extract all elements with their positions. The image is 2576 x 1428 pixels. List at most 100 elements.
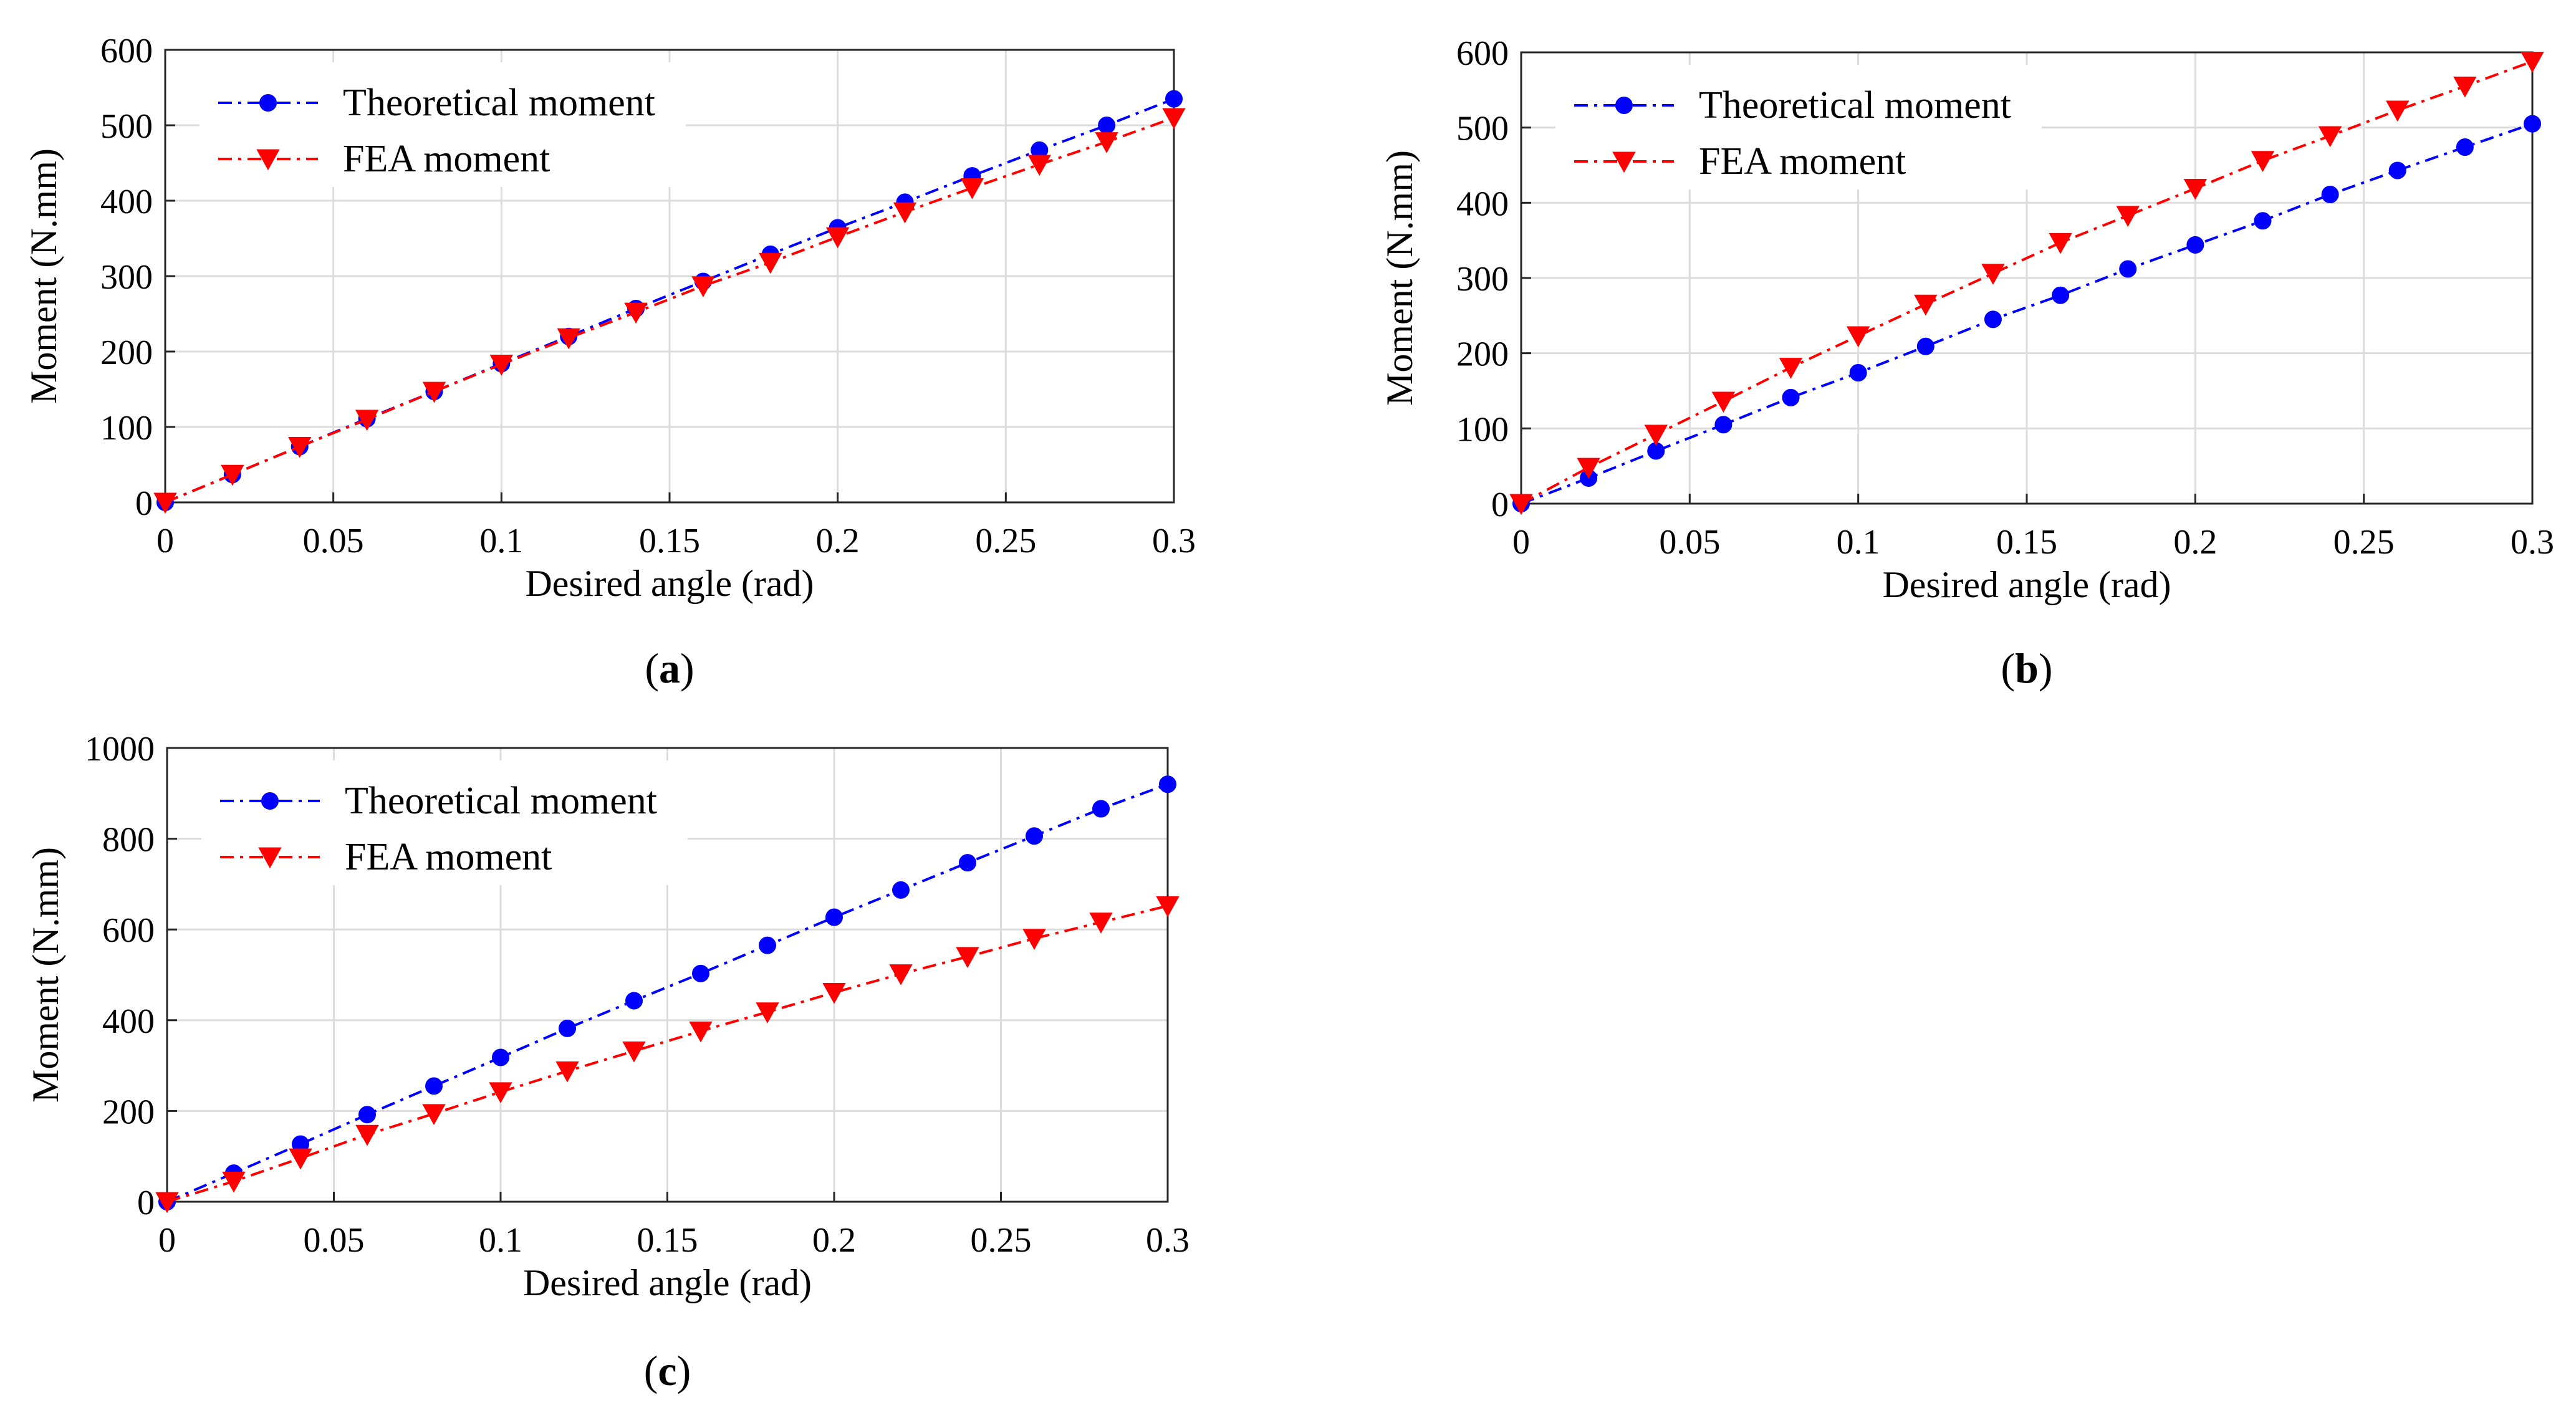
data-point	[2049, 232, 2072, 254]
data-point	[1026, 827, 1043, 845]
series-line	[166, 904, 1168, 1203]
x-tick-label: 0.15	[1996, 523, 2057, 562]
axes-box	[166, 747, 1169, 1203]
data-point	[153, 492, 177, 514]
chart-panel-b: 0 0.05 0.1 0.15 0.2 0.25 0.3 0 100 200 300 400 500 60…	[1379, 34, 2554, 692]
y-tick-label: 0	[137, 1184, 155, 1222]
data-point	[2388, 161, 2406, 180]
x-tick-label: 0.25	[971, 1221, 1032, 1260]
x-axis-label: Desired angle (rad)	[523, 1262, 812, 1303]
chart-panel-c: 0 0.05 0.1 0.15 0.2 0.25 0.3 0 200 400 600 800 1000 D…	[25, 730, 1189, 1394]
series-line	[166, 783, 1168, 1203]
data-point	[1162, 108, 1186, 130]
y-tick-label: 600	[102, 911, 155, 950]
data-point	[155, 1192, 179, 1214]
panel-caption: (a)	[645, 645, 694, 692]
data-point	[1098, 117, 1116, 134]
data-point	[2318, 126, 2342, 148]
data-point	[2052, 286, 2070, 304]
y-tick-label: 200	[1456, 335, 1509, 374]
y-tick-label: 600	[100, 32, 153, 70]
series-fea	[1509, 52, 2544, 515]
data-point	[555, 1061, 579, 1083]
x-tick-label: 0.2	[812, 1221, 856, 1260]
data-point	[1165, 90, 1183, 108]
data-point	[1095, 132, 1118, 153]
data-point	[489, 1082, 512, 1104]
panel-caption: (c)	[644, 1347, 691, 1394]
data-point	[2521, 52, 2544, 73]
data-point	[2183, 178, 2208, 200]
data-point	[1159, 775, 1176, 793]
legend-box	[1555, 65, 2042, 189]
x-tick-label: 0.15	[639, 522, 700, 560]
data-point	[2321, 186, 2339, 204]
data-point	[1711, 391, 1736, 413]
y-tick-label: 400	[1456, 184, 1509, 223]
x-tick-label: 0.25	[2333, 523, 2395, 562]
data-point	[622, 1041, 646, 1063]
data-point	[355, 1124, 379, 1146]
data-point	[822, 982, 846, 1004]
data-point	[1156, 896, 1180, 918]
data-point	[689, 1021, 713, 1043]
y-tick-label: 600	[1456, 34, 1509, 73]
chart-panel-a: 0 0.05 0.1 0.15 0.2 0.25 0.3 0 100 200 300 400 500 60…	[23, 32, 1196, 692]
data-point	[893, 202, 917, 224]
y-axis-label: Moment (N.mm)	[25, 847, 66, 1103]
legend-label: Theoretical moment	[1699, 84, 2011, 127]
legend-label: FEA moment	[343, 138, 550, 180]
x-tick-label: 0	[1512, 523, 1530, 562]
data-point	[1981, 264, 2005, 285]
data-point	[956, 947, 979, 969]
legend-box	[201, 760, 688, 885]
data-point	[1846, 326, 1870, 348]
legend-marker	[1612, 151, 1636, 173]
data-point	[756, 1002, 779, 1023]
data-point	[2251, 151, 2275, 172]
x-axis-label: Desired angle (rad)	[525, 563, 814, 604]
data-point	[2453, 76, 2477, 98]
data-point	[2524, 115, 2541, 133]
data-point	[288, 437, 312, 458]
data-point	[1577, 458, 1600, 479]
x-tick-label: 0.3	[1152, 522, 1196, 560]
y-tick-label: 800	[102, 821, 155, 860]
data-point	[759, 936, 776, 954]
x-axis-label: Desired angle (rad)	[1882, 564, 2171, 605]
y-tick-label: 200	[102, 1093, 155, 1131]
x-tick-label: 0.1	[479, 1221, 522, 1260]
data-point	[289, 1148, 312, 1170]
axes-box	[1520, 51, 2534, 505]
data-point	[422, 1104, 446, 1125]
y-tick-label: 500	[100, 107, 153, 146]
data-point	[422, 381, 446, 403]
data-point	[559, 1019, 576, 1037]
x-tick-label: 0	[158, 1221, 176, 1260]
x-tick-label: 0.1	[1837, 523, 1880, 562]
data-point	[2456, 138, 2474, 156]
y-tick-label: 0	[135, 484, 153, 523]
y-axis-label: Moment (N.mm)	[23, 148, 64, 404]
data-point	[425, 1077, 443, 1095]
data-point	[1714, 416, 1733, 434]
data-point	[1509, 494, 1533, 515]
data-point	[355, 410, 379, 431]
legend-marker	[261, 792, 279, 810]
legend: Theoretical moment FEA moment	[199, 62, 686, 187]
series-line	[1521, 60, 2533, 505]
x-tick-label: 0.25	[975, 522, 1036, 560]
y-tick-label: 100	[1456, 410, 1509, 449]
legend: Theoretical moment FEA moment	[1555, 65, 2042, 189]
data-point	[489, 355, 514, 376]
x-tick-label: 0	[156, 522, 174, 560]
legend-marker	[1615, 97, 1633, 114]
series-theoretical	[158, 775, 1176, 1210]
data-point	[1849, 364, 1867, 382]
x-tick-label: 0.1	[479, 522, 523, 560]
series-fea	[153, 108, 1186, 514]
data-point	[960, 178, 984, 199]
data-point	[1779, 358, 1803, 379]
data-point	[892, 881, 910, 899]
data-point	[1027, 155, 1051, 176]
